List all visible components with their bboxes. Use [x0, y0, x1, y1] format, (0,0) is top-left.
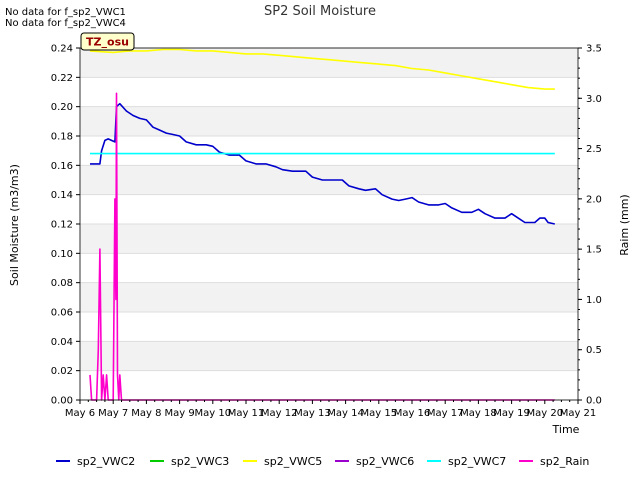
site-badge-label: TZ_osu [86, 36, 129, 49]
y-tick-label: 0.20 [51, 102, 73, 113]
grid-band [80, 224, 578, 254]
y-tick-label: 0.14 [51, 190, 73, 201]
chart-title: SP2 Soil Moisture [264, 4, 376, 19]
legend-label-sp2_VWC5: sp2_VWC5 [264, 455, 322, 468]
x-tick-label: May 7 [98, 408, 128, 419]
legend-label-sp2_VWC3: sp2_VWC3 [171, 455, 229, 468]
y-axis-label: Soil Moisture (m3/m3) [8, 164, 21, 286]
series-line-sp2_VWC5 [89, 48, 555, 90]
site-badge: TZ_osu [80, 32, 135, 51]
x-tick-label: May 15 [361, 408, 398, 419]
legend-label-sp2_VWC2: sp2_VWC2 [77, 455, 135, 468]
grid-band [80, 48, 578, 78]
x-tick-label: May 18 [460, 408, 497, 419]
y-tick-label: 0.10 [51, 249, 73, 260]
x-tick-label: May 10 [195, 408, 232, 419]
y-tick-label: 0.00 [51, 396, 73, 407]
legend-label-sp2_VWC7: sp2_VWC7 [448, 455, 506, 468]
y2-tick-label: 1.5 [586, 245, 602, 256]
y2-tick-label: 3.0 [586, 94, 602, 105]
y2-axis-label: Raim (mm) [618, 194, 631, 255]
x-tick-label: May 14 [327, 408, 364, 419]
y2-tick-label: 2.5 [586, 144, 602, 155]
y-tick-label: 0.24 [51, 44, 73, 55]
y-tick-label: 0.04 [51, 337, 73, 348]
x-tick-label: May 11 [228, 408, 265, 419]
x-tick-label: May 13 [294, 408, 331, 419]
x-tick-label: May 21 [560, 408, 597, 419]
y-tick-label: 0.06 [51, 308, 73, 319]
y-tick-label: 0.02 [51, 366, 73, 377]
y2-tick-label: 0.5 [586, 345, 602, 356]
y-tick-label: 0.12 [51, 220, 73, 231]
y2-tick-label: 3.5 [586, 44, 602, 55]
legend-label-sp2_VWC6: sp2_VWC6 [356, 455, 414, 468]
no-data-notice-1: No data for f_sp2_VWC1 [5, 7, 126, 18]
x-tick-label: May 17 [427, 408, 464, 419]
site-badge-box [80, 32, 135, 51]
y-tick-label: 0.08 [51, 278, 73, 289]
grid-band [80, 194, 578, 224]
grid-band [80, 370, 578, 400]
x-tick-label: May 16 [394, 408, 431, 419]
grid-band [80, 136, 578, 166]
x-tick-label: May 6 [65, 408, 95, 419]
grid-band [80, 106, 578, 136]
legend: sp2_VWC2 sp2_VWC3 sp2_VWC5 sp2_VWC6 sp2_VWC7… [56, 455, 589, 468]
grid-band [80, 312, 578, 342]
x-tick-label: May 19 [493, 408, 530, 419]
y2-tick-label: 0.0 [586, 396, 602, 407]
x-tick-label: May 20 [527, 408, 564, 419]
y2-tick-label: 1.0 [586, 295, 602, 306]
legend-label-sp2_Rain: sp2_Rain [540, 455, 589, 468]
x-tick-label: May 12 [261, 408, 298, 419]
y-tick-label: 0.16 [51, 161, 73, 172]
x-tick-label: May 8 [131, 408, 161, 419]
series-line-sp2_VWC2 [90, 102, 555, 225]
y-tick-label: 0.22 [51, 73, 73, 84]
grid-band [80, 77, 578, 107]
x-axis-label: Time [552, 423, 580, 436]
plot-area [79, 47, 579, 401]
no-data-notice-2: No data for f_sp2_VWC4 [5, 18, 126, 29]
grid-band [80, 341, 578, 371]
y-tick-label: 0.18 [51, 132, 73, 143]
x-tick-label: May 9 [164, 408, 194, 419]
grid-band [80, 253, 578, 283]
grid-band [80, 282, 578, 312]
y2-tick-label: 2.0 [586, 194, 602, 205]
